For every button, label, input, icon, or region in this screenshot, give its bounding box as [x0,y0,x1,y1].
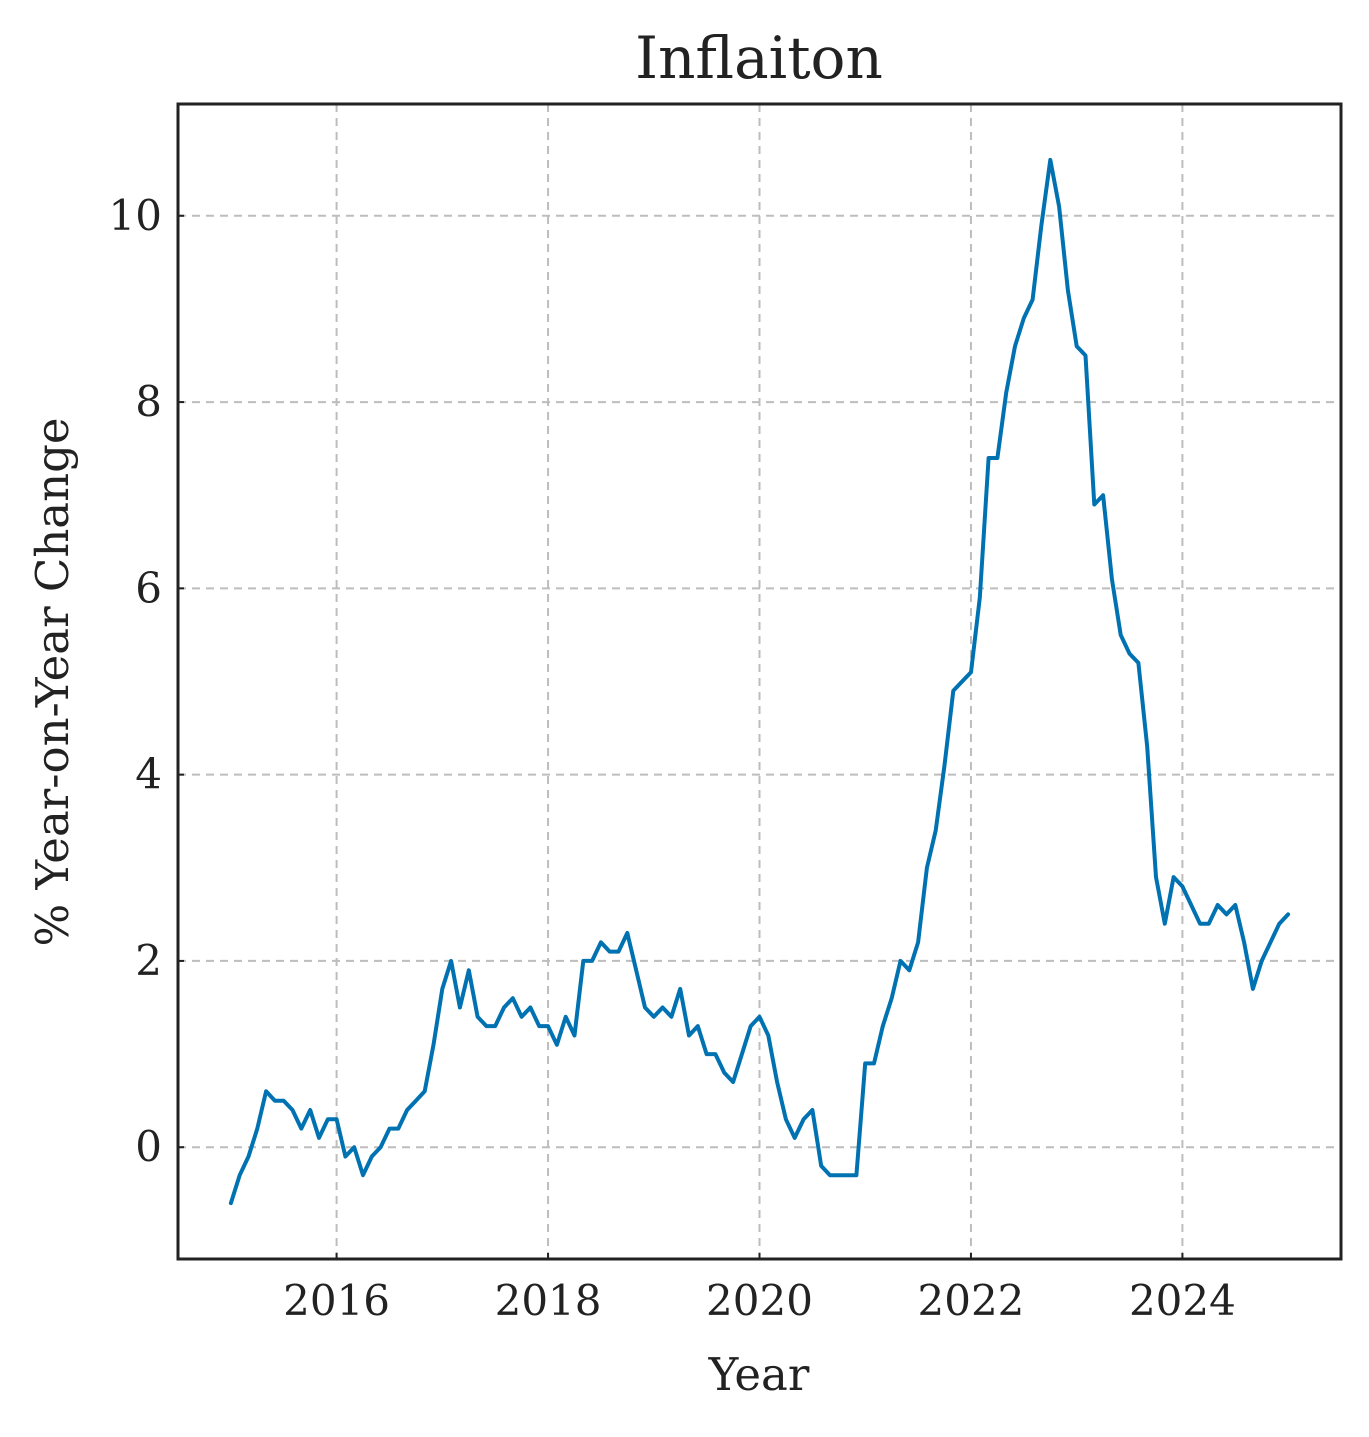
series-layer [228,157,1291,1206]
y-axis-tick-labels: 0 2 4 6 8 10 [109,191,162,1171]
x-tick-label: 2024 [1129,1276,1236,1325]
y-axis-label: % Year-on-Year Change [26,417,79,946]
y-tick-label: 4 [135,750,162,799]
inflation-series-line [228,157,1291,1206]
chart-title: Inflaiton [635,24,883,92]
x-axis-label: Year [708,1348,810,1401]
x-tick-label: 2016 [283,1276,390,1325]
y-tick-label: 2 [135,936,162,985]
y-tick-label: 8 [135,377,162,426]
y-tick-label: 10 [109,191,162,240]
x-tick-label: 2022 [918,1276,1025,1325]
x-tick-label: 2020 [706,1276,813,1325]
y-tick-label: 6 [135,563,162,612]
grid-lines [178,104,1341,1259]
y-tick-label: 0 [135,1122,162,1171]
x-axis-tick-labels: 2016 2018 2020 2022 2024 [283,1276,1236,1325]
tick-marks [178,214,1184,1259]
x-tick-label: 2018 [495,1276,602,1325]
